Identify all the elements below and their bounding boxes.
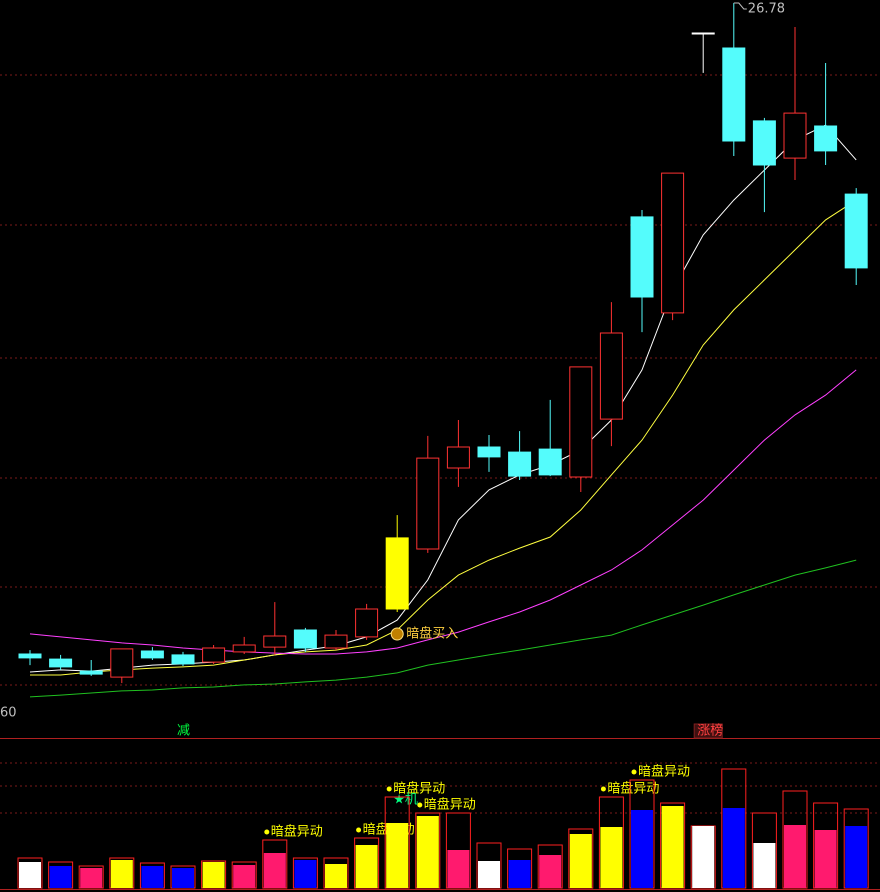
inner-bar [539, 855, 562, 888]
inner-bar [661, 806, 684, 888]
signal-label: 暗盘买入 [406, 626, 458, 642]
inner-bar [386, 823, 409, 888]
candle-body [446, 446, 470, 469]
inner-bar [233, 865, 256, 888]
inner-bar [631, 810, 653, 888]
annotation-label: 暗盘异动 [271, 824, 323, 840]
candle-body [49, 658, 73, 668]
inner-bar [753, 843, 776, 888]
candle-body [79, 670, 103, 675]
inner-bar [722, 808, 745, 888]
candle-body [171, 654, 195, 665]
moving-average [30, 199, 857, 676]
inner-bar [600, 827, 623, 888]
signal-icon [390, 627, 404, 641]
candle-body [508, 451, 532, 477]
inner-bar [355, 845, 378, 888]
candle-body [232, 644, 256, 653]
inner-bar [202, 862, 225, 888]
inner-bar [80, 868, 103, 888]
candle-body [18, 653, 42, 659]
candle-body [569, 366, 593, 478]
annotation-label: 暗盘异动 [638, 764, 690, 780]
high-pointer [733, 2, 747, 10]
inner-bar [110, 860, 133, 888]
candle-body [814, 125, 838, 152]
marker-label: 减 [177, 724, 190, 739]
moving-average [29, 559, 857, 698]
annotation-dot [631, 769, 637, 775]
candle-body [416, 457, 440, 550]
inner-bar [447, 850, 470, 888]
candle-body [385, 537, 409, 610]
candle-body [783, 112, 807, 159]
main-grid [0, 74, 880, 814]
annotation-dot [264, 829, 270, 835]
annotation-dot [600, 786, 606, 792]
inner-bar [508, 860, 531, 888]
annotation-label: 暗盘异动 [424, 797, 476, 813]
annotation-dot [417, 802, 423, 808]
candle-body [538, 448, 562, 476]
inner-bar [692, 826, 715, 888]
candle-body [691, 32, 715, 35]
inner-bar [569, 834, 592, 888]
candle-body [202, 647, 226, 663]
marker-box [693, 723, 723, 739]
candle-body [477, 446, 501, 458]
moving-average [29, 369, 857, 655]
candle-body [263, 635, 287, 648]
candle-body [661, 172, 685, 314]
inner-bar [416, 816, 439, 888]
edge-label: 60 [0, 706, 17, 721]
annotation-dot [386, 786, 392, 792]
moving-average [29, 124, 857, 673]
marker-label: 涨榜 [697, 723, 723, 739]
inner-bar [294, 860, 317, 888]
candle-body [752, 120, 776, 166]
inner-bar [172, 868, 194, 888]
inner-bar [19, 862, 41, 888]
inner-bar [141, 866, 164, 888]
candle-body [324, 634, 348, 649]
candle-body [722, 47, 746, 142]
annotation-dot [356, 827, 362, 833]
candle-body [630, 216, 654, 298]
inner-bar [325, 864, 347, 888]
candle-body [844, 193, 868, 269]
candle-body [140, 650, 164, 659]
candle-body [599, 332, 623, 420]
inner-bar [478, 861, 500, 888]
annotation-label: 暗盘异动 [607, 781, 659, 797]
inner-bar [845, 826, 868, 888]
inner-bar [263, 853, 286, 888]
candle-body [110, 648, 134, 678]
high-label: 26.78 [748, 2, 785, 17]
candle-body [293, 629, 317, 649]
inner-bar [814, 830, 837, 888]
inner-bar [49, 866, 72, 888]
candle-body [355, 608, 379, 638]
inner-bar [784, 825, 806, 888]
annotation-label: ★机 [393, 793, 418, 808]
annotation-label: 暗盘异动 [393, 781, 445, 797]
